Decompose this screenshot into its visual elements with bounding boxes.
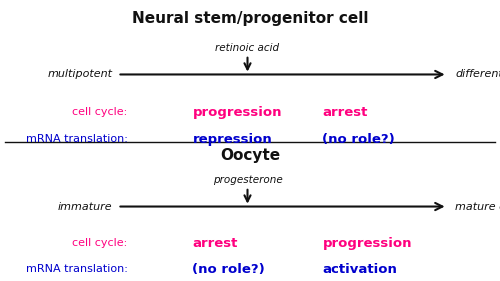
Text: mRNA translation:: mRNA translation: <box>26 134 128 144</box>
Text: (no role?): (no role?) <box>192 263 265 276</box>
Text: cell cycle:: cell cycle: <box>72 238 128 248</box>
Text: retinoic acid: retinoic acid <box>216 43 280 53</box>
Text: activation: activation <box>322 263 398 276</box>
Text: Neural stem/progenitor cell: Neural stem/progenitor cell <box>132 11 368 26</box>
Text: arrest: arrest <box>192 237 238 250</box>
Text: progression: progression <box>322 237 412 250</box>
Text: repression: repression <box>192 133 272 146</box>
Text: mRNA translation:: mRNA translation: <box>26 264 128 274</box>
Text: mature egg: mature egg <box>455 201 500 212</box>
Text: (no role?): (no role?) <box>322 133 395 146</box>
Text: progesterone: progesterone <box>212 175 282 185</box>
Text: arrest: arrest <box>322 106 368 119</box>
Text: immature: immature <box>58 201 112 212</box>
Text: cell cycle:: cell cycle: <box>72 107 128 117</box>
Text: progression: progression <box>192 106 282 119</box>
Text: multipotent: multipotent <box>48 69 112 80</box>
Text: differentiated: differentiated <box>455 69 500 80</box>
Text: Oocyte: Oocyte <box>220 148 280 162</box>
